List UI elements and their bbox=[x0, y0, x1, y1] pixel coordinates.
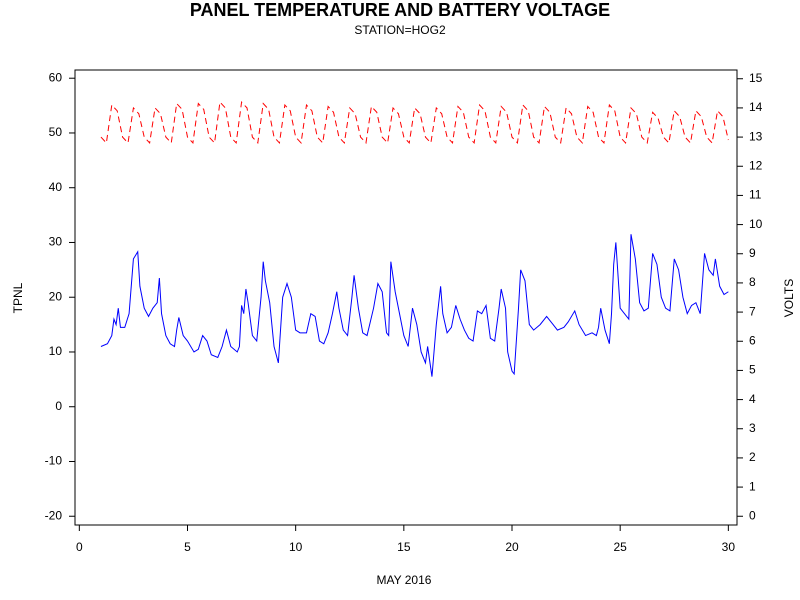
y-tick-label: 10 bbox=[49, 344, 63, 358]
x-tick-label: 10 bbox=[289, 540, 303, 554]
y2-tick-label: 4 bbox=[749, 392, 756, 406]
x-tick-label: 30 bbox=[722, 540, 736, 554]
x-tick-label: 5 bbox=[184, 540, 191, 554]
y2-tick-label: 5 bbox=[749, 363, 756, 377]
y2-tick-label: 1 bbox=[749, 479, 756, 493]
y-tick-label: 0 bbox=[55, 399, 62, 413]
y2-tick-label: 15 bbox=[749, 71, 763, 85]
y-tick-label: -10 bbox=[45, 454, 63, 468]
y-axis-label: TPNL bbox=[11, 282, 25, 313]
y2-axis-label: VOLTS bbox=[782, 279, 796, 317]
y-tick-label: 30 bbox=[49, 235, 63, 249]
y2-tick-label: 3 bbox=[749, 421, 756, 435]
y-tick-label: -20 bbox=[45, 508, 63, 522]
y2-tick-label: 6 bbox=[749, 333, 756, 347]
y-tick-label: 40 bbox=[49, 180, 63, 194]
y-tick-label: 50 bbox=[49, 125, 63, 139]
y2-tick-label: 10 bbox=[749, 217, 763, 231]
x-tick-label: 15 bbox=[397, 540, 411, 554]
y2-tick-label: 8 bbox=[749, 275, 756, 289]
y-tick-label: 20 bbox=[49, 289, 63, 303]
x-axis-label: MAY 2016 bbox=[377, 573, 432, 587]
y2-tick-label: 12 bbox=[749, 158, 763, 172]
data-line bbox=[100, 100, 729, 145]
chart-title: PANEL TEMPERATURE AND BATTERY VOLTAGE bbox=[190, 0, 610, 20]
data-line bbox=[100, 234, 729, 377]
y-tick-label: 60 bbox=[49, 70, 63, 84]
y2-tick-label: 14 bbox=[749, 100, 763, 114]
y2-tick-label: 7 bbox=[749, 304, 756, 318]
x-tick-label: 0 bbox=[76, 540, 83, 554]
x-tick-label: 25 bbox=[613, 540, 627, 554]
y2-tick-label: 0 bbox=[749, 508, 756, 522]
x-tick-label: 20 bbox=[505, 540, 519, 554]
y2-tick-label: 9 bbox=[749, 246, 756, 260]
y2-tick-label: 2 bbox=[749, 450, 756, 464]
y2-tick-label: 13 bbox=[749, 129, 763, 143]
chart-subtitle: STATION=HOG2 bbox=[354, 23, 446, 37]
y2-tick-label: 11 bbox=[749, 188, 762, 202]
